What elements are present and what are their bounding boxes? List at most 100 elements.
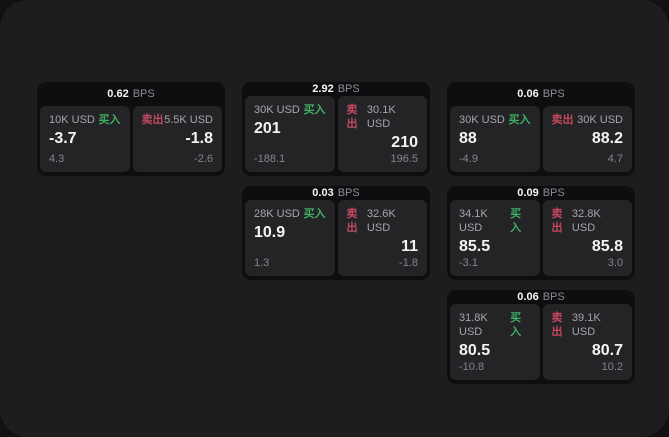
quote-card: 2.92 BPS 30K USD 买入 201 -188.1 卖出 30.1K …: [242, 82, 430, 176]
sell-delta: 10.2: [601, 361, 623, 373]
bps-value: 0.06: [517, 291, 539, 303]
card-body: 10K USD 买入 -3.7 4.3 卖出 5.5K USD -1.8 -2.…: [40, 106, 222, 172]
buy-panel[interactable]: 31.8K USD 买入 80.5 -10.8: [450, 304, 540, 380]
sell-panel[interactable]: 卖出 32.8K USD 85.8 3.0: [542, 200, 632, 276]
buy-amount: 34.1K USD: [459, 208, 488, 234]
bps-unit: BPS: [337, 83, 360, 95]
sell-tag: 卖出: [551, 312, 563, 338]
sell-panel[interactable]: 卖出 30.1K USD 210 196.5: [337, 96, 427, 172]
quote-grid: 0.62 BPS 10K USD 买入 -3.7 4.3 卖出 5.5K USD: [37, 82, 635, 384]
buy-tag: 买入: [98, 114, 121, 126]
sell-price: -1.8: [185, 130, 213, 147]
sell-price: 85.8: [591, 238, 623, 255]
sell-top-row: 卖出 32.6K USD: [347, 207, 419, 235]
bps-header: 0.06 BPS: [450, 290, 632, 304]
buy-price: 85.5: [459, 238, 491, 255]
card-body: 31.8K USD 买入 80.5 -10.8 卖出 39.1K USD 80.…: [450, 304, 632, 380]
bps-header: 0.06 BPS: [450, 82, 632, 106]
sell-delta: 196.5: [390, 153, 418, 165]
buy-top-row: 30K USD 买入: [459, 113, 531, 127]
buy-price: 10.9: [254, 224, 286, 241]
bps-value: 2.92: [312, 83, 334, 95]
buy-panel[interactable]: 28K USD 买入 10.9 1.3: [245, 200, 335, 276]
bps-value: 0.62: [107, 88, 129, 100]
buy-tag: 买入: [508, 114, 531, 126]
quote-card: 0.03 BPS 28K USD 买入 10.9 1.3 卖出 32.6K US…: [242, 186, 430, 280]
sell-price: 210: [391, 134, 418, 151]
sell-amount: 30K USD: [577, 114, 623, 126]
sell-top-row: 卖出 30.1K USD: [347, 103, 419, 131]
buy-amount: 31.8K USD: [459, 312, 488, 338]
buy-tag: 买入: [303, 104, 326, 116]
buy-delta: 4.3: [49, 153, 65, 165]
buy-top-row: 34.1K USD 买入: [459, 207, 531, 235]
card-body: 28K USD 买入 10.9 1.3 卖出 32.6K USD 11 -1.8: [245, 200, 427, 276]
bps-value: 0.03: [312, 187, 334, 199]
sell-tag: 卖出: [346, 208, 358, 234]
sell-panel[interactable]: 卖出 30K USD 88.2 4.7: [542, 106, 632, 172]
sell-panel[interactable]: 卖出 39.1K USD 80.7 10.2: [542, 304, 632, 380]
buy-tag: 买入: [303, 208, 326, 220]
sell-top-row: 卖出 5.5K USD: [142, 113, 214, 127]
bps-unit: BPS: [132, 88, 155, 100]
sell-amount: 32.8K USD: [571, 208, 601, 234]
sell-amount: 30.1K USD: [366, 104, 396, 130]
bps-value: 0.06: [517, 88, 539, 100]
card-body: 30K USD 买入 88 -4.9 卖出 30K USD 88.2 4.7: [450, 106, 632, 172]
sell-price: 88.2: [591, 130, 623, 147]
bps-unit: BPS: [542, 187, 565, 199]
sell-price: 80.7: [591, 342, 623, 359]
buy-panel[interactable]: 30K USD 买入 88 -4.9: [450, 106, 540, 172]
bps-value: 0.09: [517, 187, 539, 199]
buy-amount: 10K USD: [49, 114, 95, 126]
buy-panel[interactable]: 10K USD 买入 -3.7 4.3: [40, 106, 130, 172]
buy-price: 88: [459, 130, 477, 147]
buy-price: -3.7: [49, 130, 77, 147]
card-body: 30K USD 买入 201 -188.1 卖出 30.1K USD 210 1…: [245, 96, 427, 172]
bps-header: 0.62 BPS: [40, 82, 222, 106]
sell-top-row: 卖出 30K USD: [552, 113, 624, 127]
quote-card: 0.62 BPS 10K USD 买入 -3.7 4.3 卖出 5.5K USD: [37, 82, 225, 176]
sell-delta: 3.0: [607, 257, 623, 269]
sell-delta: -2.6: [194, 153, 213, 165]
sell-panel[interactable]: 卖出 5.5K USD -1.8 -2.6: [132, 106, 222, 172]
bps-header: 0.03 BPS: [245, 186, 427, 200]
buy-amount: 30K USD: [459, 114, 505, 126]
quote-card: 0.09 BPS 34.1K USD 买入 85.5 -3.1 卖出 32.8K…: [447, 186, 635, 280]
sell-delta: 4.7: [607, 153, 623, 165]
buy-top-row: 30K USD 买入: [254, 103, 326, 117]
buy-delta: -188.1: [254, 153, 286, 165]
card-body: 34.1K USD 买入 85.5 -3.1 卖出 32.8K USD 85.8…: [450, 200, 632, 276]
bps-unit: BPS: [542, 88, 565, 100]
buy-delta: 1.3: [254, 257, 270, 269]
buy-panel[interactable]: 34.1K USD 买入 85.5 -3.1: [450, 200, 540, 276]
sell-price: 11: [401, 238, 418, 255]
bps-unit: BPS: [337, 187, 360, 199]
sell-amount: 5.5K USD: [164, 114, 213, 126]
bps-header: 0.09 BPS: [450, 186, 632, 200]
sell-tag: 卖出: [551, 208, 563, 234]
sell-amount: 39.1K USD: [571, 312, 601, 338]
buy-amount: 30K USD: [254, 104, 300, 116]
buy-top-row: 28K USD 买入: [254, 207, 326, 221]
buy-tag: 买入: [510, 312, 522, 338]
buy-delta: -3.1: [459, 257, 478, 269]
sell-amount: 32.6K USD: [366, 208, 396, 234]
sell-top-row: 卖出 39.1K USD: [552, 311, 624, 339]
buy-top-row: 10K USD 买入: [49, 113, 121, 127]
sell-tag: 卖出: [551, 114, 574, 126]
sell-tag: 卖出: [141, 114, 164, 126]
buy-price: 201: [254, 120, 281, 137]
buy-amount: 28K USD: [254, 208, 300, 220]
quote-card: 0.06 BPS 31.8K USD 买入 80.5 -10.8 卖出 39.1…: [447, 290, 635, 384]
buy-delta: -4.9: [459, 153, 478, 165]
sell-top-row: 卖出 32.8K USD: [552, 207, 624, 235]
buy-panel[interactable]: 30K USD 买入 201 -188.1: [245, 96, 335, 172]
sell-panel[interactable]: 卖出 32.6K USD 11 -1.8: [337, 200, 427, 276]
quote-card: 0.06 BPS 30K USD 买入 88 -4.9 卖出 30K USD: [447, 82, 635, 176]
sell-delta: -1.8: [399, 257, 418, 269]
sell-tag: 卖出: [346, 104, 358, 130]
buy-tag: 买入: [510, 208, 522, 234]
bps-unit: BPS: [542, 291, 565, 303]
